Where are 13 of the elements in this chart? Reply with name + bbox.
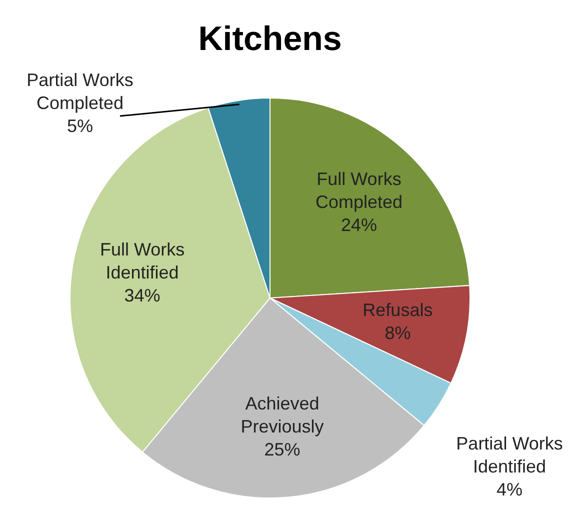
data-label: 8% [384, 322, 411, 343]
chart-title: Kitchens [198, 20, 342, 58]
data-label: 4% [496, 479, 523, 500]
slice-label: Partial Works Completed [26, 70, 134, 113]
data-label: 25% [264, 439, 300, 460]
slice-label: Achieved Previously [240, 393, 324, 436]
slice-label: Full Works Completed [315, 168, 403, 212]
slice-label: Full Works Identified [100, 239, 185, 282]
data-label: 5% [66, 116, 94, 136]
data-label: 34% [124, 285, 160, 306]
slice-label: Refusals [362, 300, 433, 320]
slice-label: Partial Works Identified [456, 433, 563, 476]
data-label: 24% [340, 214, 378, 235]
